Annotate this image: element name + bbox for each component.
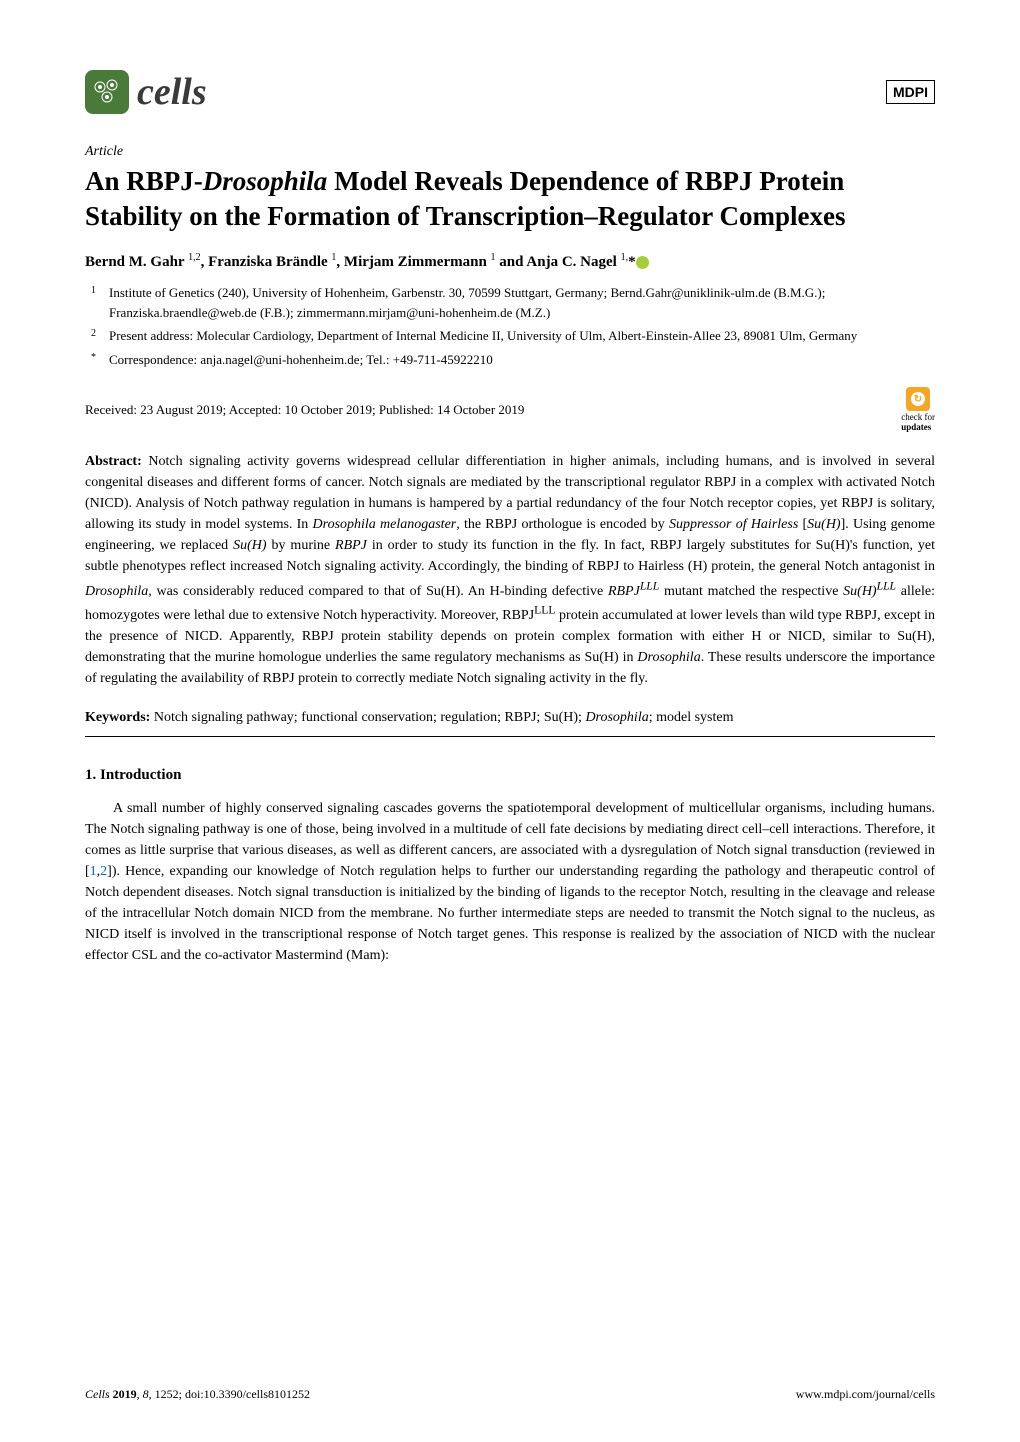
check-updates-badge[interactable]: ↻ check for updates — [901, 387, 935, 433]
abstract: Abstract: Notch signaling activity gover… — [85, 451, 935, 689]
keywords: Keywords: Notch signaling pathway; funct… — [85, 707, 935, 728]
affiliation-2: 2 Present address: Molecular Cardiology,… — [109, 326, 935, 346]
affiliations: 1 Institute of Genetics (240), Universit… — [85, 283, 935, 369]
abstract-label: Abstract: — [85, 454, 142, 469]
affiliation-marker: * — [91, 350, 96, 365]
check-line2: updates — [901, 422, 931, 432]
affiliation-marker: 1 — [91, 283, 96, 298]
cell-icon — [92, 77, 122, 107]
affiliation-text: Institute of Genetics (240), University … — [109, 285, 825, 320]
dates-row: Received: 23 August 2019; Accepted: 10 O… — [85, 387, 935, 433]
check-line1: check for — [901, 412, 935, 422]
cells-logo-icon — [85, 70, 129, 114]
abstract-text: Notch signaling activity governs widespr… — [85, 454, 935, 686]
journal-name: cells — [137, 70, 207, 114]
affiliation-text: Correspondence: anja.nagel@uni-hohenheim… — [109, 352, 493, 367]
orcid-icon — [636, 256, 649, 269]
keywords-text: Notch signaling pathway; functional cons… — [150, 710, 733, 725]
affiliation-text: Present address: Molecular Cardiology, D… — [109, 328, 857, 343]
intro-paragraph-1: A small number of highly conserved signa… — [85, 798, 935, 966]
affiliation-marker: 2 — [91, 326, 96, 341]
mdpi-logo: MDPI — [886, 80, 935, 104]
journal-logo: cells — [85, 70, 207, 114]
section-divider — [85, 736, 935, 737]
reference-link-1[interactable]: 1 — [90, 864, 97, 879]
header-row: cells MDPI — [85, 70, 935, 114]
article-type: Article — [85, 144, 935, 160]
affiliation-correspondence: * Correspondence: anja.nagel@uni-hohenhe… — [109, 350, 935, 370]
section-1-heading: 1. Introduction — [85, 767, 935, 784]
footer-citation: Cells 2019, 8, 1252; doi:10.3390/cells81… — [85, 1387, 310, 1402]
article-title: An RBPJ-Drosophila Model Reveals Depende… — [85, 164, 935, 234]
affiliation-1: 1 Institute of Genetics (240), Universit… — [109, 283, 935, 322]
keywords-label: Keywords: — [85, 710, 150, 725]
authors-line: Bernd M. Gahr 1,2, Franziska Brändle 1, … — [85, 252, 935, 271]
check-text: check for updates — [901, 413, 935, 433]
check-badge-icon: ↻ — [906, 387, 930, 411]
page-footer: Cells 2019, 8, 1252; doi:10.3390/cells81… — [85, 1387, 935, 1402]
footer-url: www.mdpi.com/journal/cells — [796, 1387, 935, 1402]
body-text-part2: ]). Hence, expanding our knowledge of No… — [85, 864, 935, 963]
publication-dates: Received: 23 August 2019; Accepted: 10 O… — [85, 402, 524, 418]
